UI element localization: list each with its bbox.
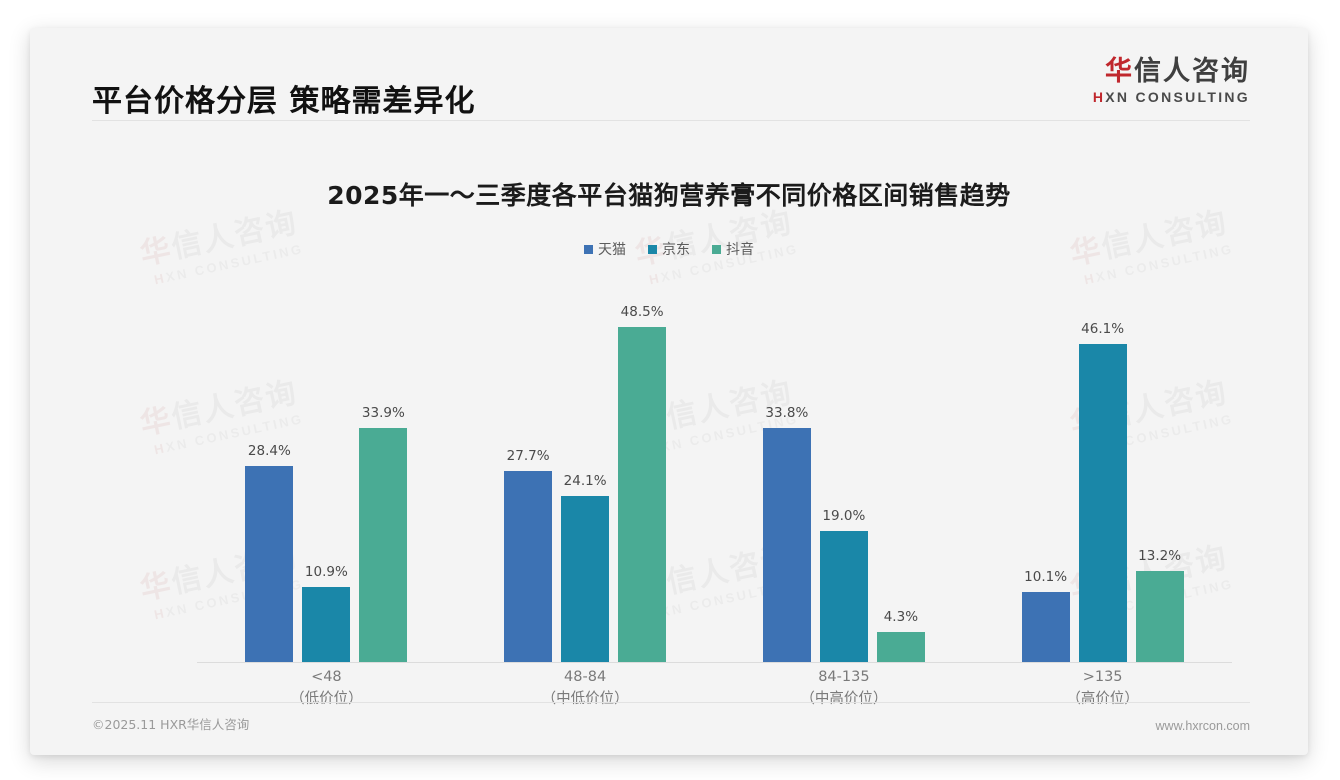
page-title: 平台价格分层 策略需差异化 xyxy=(92,84,476,119)
bar[interactable]: 48.5% xyxy=(618,304,667,662)
bar-value-label: 24.1% xyxy=(563,472,607,489)
header-divider xyxy=(92,120,1250,121)
chart-title: 2025年一～三季度各平台猫狗营养膏不同价格区间销售趋势 xyxy=(327,181,1011,210)
brand-logo-cn: 华信人咨询 xyxy=(1105,56,1250,87)
footer-website[interactable]: www.hxrcon.com xyxy=(1155,719,1250,733)
x-axis-tick-label: 84-135 （中高价位） xyxy=(744,666,944,711)
chart-plot-area: 28.4% 10.9% 33.9% 27.7% 24.1% 48.5% 33.8% 19.0%… xyxy=(92,283,1246,663)
x-tick-range: 84-135 xyxy=(818,669,870,685)
chart-legend: 天猫 京东 抖音 xyxy=(30,239,1308,259)
x-tick-sublabel: （中高价位） xyxy=(800,691,888,708)
x-tick-range: >135 xyxy=(1082,669,1123,685)
bar-value-label: 33.9% xyxy=(361,404,405,421)
bar-value-label: 19.0% xyxy=(822,507,866,524)
bar-value-label: 28.4% xyxy=(247,442,291,459)
footer-divider xyxy=(92,702,1250,703)
bar[interactable]: 4.3% xyxy=(876,609,925,662)
bar[interactable]: 10.9% xyxy=(302,564,351,662)
x-tick-range: <48 xyxy=(311,669,342,685)
bar[interactable]: 24.1% xyxy=(561,473,610,662)
bar[interactable]: 28.4% xyxy=(245,443,294,662)
x-tick-sublabel: （中低价位） xyxy=(541,691,629,708)
bar-value-label: 4.3% xyxy=(883,609,919,626)
legend-swatch-icon xyxy=(648,244,657,254)
x-axis-tick-label: <48 （低价位） xyxy=(226,666,426,711)
legend-swatch-icon xyxy=(584,244,593,254)
footer-copyright: ©2025.11 HXR华信人咨询 xyxy=(92,717,250,732)
bar-value-label: 10.9% xyxy=(304,563,348,580)
bar[interactable]: 33.9% xyxy=(359,405,408,662)
x-tick-sublabel: （低价位） xyxy=(290,691,363,708)
bar[interactable]: 27.7% xyxy=(504,448,553,662)
bar-value-label: 48.5% xyxy=(620,303,664,320)
bar[interactable]: 19.0% xyxy=(819,508,868,662)
bar-value-label: 10.1% xyxy=(1024,569,1068,586)
brand-logo-en: HXN CONSULTING xyxy=(1092,89,1250,106)
legend-label: 京东 xyxy=(662,242,690,258)
legend-item[interactable]: 京东 xyxy=(648,239,690,259)
bar[interactable]: 10.1% xyxy=(1021,569,1070,662)
legend-item[interactable]: 抖音 xyxy=(712,239,754,259)
bar-value-label: 13.2% xyxy=(1138,547,1182,564)
x-axis-line xyxy=(197,662,1232,663)
legend-label: 抖音 xyxy=(726,242,754,258)
brand-logo: 华信人咨询 HXN CONSULTING xyxy=(1092,56,1250,106)
bar[interactable]: 46.1% xyxy=(1078,321,1127,662)
legend-item[interactable]: 天猫 xyxy=(584,239,626,259)
legend-swatch-icon xyxy=(712,244,721,254)
bar[interactable]: 13.2% xyxy=(1135,548,1184,662)
slide-card: 华信人咨询 HXN CONSULTING 华信人咨询 HXN CONSULTIN… xyxy=(30,28,1308,755)
slide-header: 平台价格分层 策略需差异化 华信人咨询 HXN CONSULTING xyxy=(30,28,1308,120)
x-tick-sublabel: （高价位） xyxy=(1066,691,1139,708)
x-axis-tick-label: 48-84 （中低价位） xyxy=(485,666,685,711)
legend-label: 天猫 xyxy=(598,242,626,258)
bar-value-label: 33.8% xyxy=(765,405,809,422)
x-axis-tick-label: >135 （高价位） xyxy=(1003,666,1203,711)
x-tick-range: 48-84 xyxy=(564,669,607,685)
bar-value-label: 27.7% xyxy=(506,447,550,464)
x-axis-labels: <48 （低价位） 48-84 （中低价位） 84-135 （中高价位） >135 （高价位） xyxy=(92,666,1246,726)
bar-value-label: 46.1% xyxy=(1081,320,1125,337)
bar[interactable]: 33.8% xyxy=(762,405,811,662)
